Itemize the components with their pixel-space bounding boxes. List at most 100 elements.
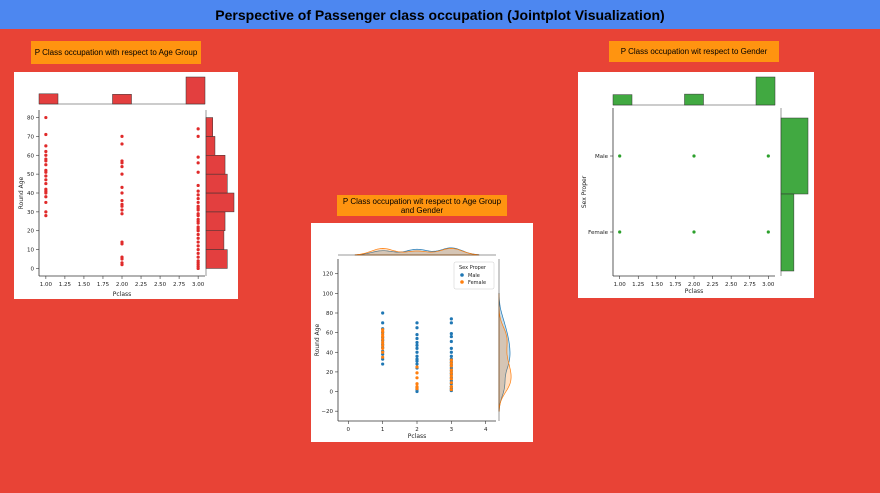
chart1-data-point — [196, 183, 200, 188]
chart1-right-histogram-bar — [205, 230, 225, 250]
chart1-data-point — [196, 247, 200, 252]
chart3-x-tick-label: 3.00 — [762, 282, 775, 288]
chart1-x-axis-title: Pclass — [113, 291, 132, 298]
chart1-top-histogram-bar — [112, 94, 132, 105]
chart1-data-point — [44, 178, 48, 182]
chart3-y-tick-label: Female — [588, 230, 609, 236]
chart1-data-point — [196, 127, 200, 131]
chart1-data-point — [44, 163, 48, 167]
chart-panel-age-gender: 0 1 2 3 4 −20 0 20 40 60 80 100 120 Pclass Round Age Se… — [311, 223, 533, 442]
caption-age-gender: P Class occupation wit respect to Age Gr… — [337, 195, 507, 216]
chart1-data-point — [44, 132, 48, 137]
chart1-data-point — [120, 185, 124, 189]
chart2-legend-title: Sex Proper — [459, 265, 487, 271]
chart2-point-male — [415, 336, 419, 341]
chart1-data-point — [44, 195, 48, 199]
chart2-x-tick-label: 0 — [347, 427, 351, 433]
chart3-y-tick-label: Male — [595, 154, 609, 160]
chart3-data-point — [692, 230, 696, 234]
chart3-x-tick-label: 1.75 — [669, 282, 682, 288]
chart1-x-tick-label: 2.00 — [116, 282, 129, 288]
chart2-point-male — [415, 333, 419, 337]
chart1-data-point — [196, 255, 200, 259]
chart2-point-male — [449, 346, 453, 350]
chart3-x-tick-label: 1.25 — [632, 282, 645, 288]
chart3-x-tick-label: 2.00 — [688, 282, 701, 288]
chart3-x-tick-label: 1.50 — [651, 282, 664, 288]
chart2-legend-box — [453, 261, 495, 290]
chart1-data-point — [196, 204, 200, 208]
chart1-data-point — [196, 189, 200, 193]
chart1-data-point — [44, 214, 48, 218]
chart1-data-point — [196, 170, 200, 174]
chart2-point-female — [415, 376, 419, 380]
chart2-point-female — [381, 340, 385, 345]
chart2-point-female — [449, 364, 453, 368]
chart1-y-axis-title: Round Age — [18, 176, 25, 209]
chart2-point-female — [449, 377, 453, 381]
chart1-data-point — [120, 159, 124, 163]
chart1-data-point — [196, 212, 200, 216]
chart1-right-histogram-bar — [205, 136, 216, 156]
chart2-point-female — [381, 328, 385, 332]
chart2-point-male — [381, 362, 385, 366]
chart1-x-tick-label: 2.75 — [173, 282, 186, 288]
chart2-point-female — [381, 355, 385, 359]
chart1-data-point — [196, 217, 200, 222]
chart1-data-point — [196, 259, 200, 263]
chart1-data-point — [120, 198, 124, 203]
chart1-data-point — [120, 142, 124, 146]
chart2-y-tick-label: 80 — [326, 311, 333, 317]
chart1-data-point — [44, 181, 48, 186]
chart1-data-point — [120, 172, 124, 176]
chart1-data-point — [196, 232, 200, 237]
chart2-x-tick-label: 4 — [484, 427, 488, 433]
chart1-y-tick-label: 70 — [27, 134, 34, 140]
chart1-data-point — [44, 115, 48, 120]
chart2-x-axis-title: Pclass — [408, 433, 427, 440]
chart1-x-tick-label: 2.50 — [154, 282, 167, 288]
chart2-point-male — [449, 332, 453, 336]
chart1-data-point — [44, 187, 48, 191]
chart2-point-female — [449, 385, 453, 389]
chart1-data-point — [120, 208, 124, 212]
chart2-x-tick-label: 3 — [450, 427, 454, 433]
chart2-point-male — [415, 346, 419, 350]
chart2-point-female — [415, 385, 419, 389]
chart3-right-histogram-bar — [780, 117, 809, 195]
jointplot-age-gender-chart: 0 1 2 3 4 −20 0 20 40 60 80 100 120 Pclass Round Age Se… — [314, 247, 512, 440]
chart1-top-histogram-bar — [38, 93, 59, 105]
caption-age-gender-text: P Class occupation wit respect to Age Gr… — [342, 196, 502, 215]
page-title: Perspective of Passenger class occupatio… — [215, 6, 665, 23]
chart3-x-tick-label: 1.00 — [614, 282, 627, 288]
chart1-data-point — [196, 155, 200, 159]
chart1-y-tick-label: 60 — [27, 153, 34, 159]
chart1-right-histogram-bar — [205, 173, 228, 194]
chart2-top-kde-male — [354, 247, 480, 256]
chart3-x-tick-label: 2.50 — [725, 282, 738, 288]
chart2-point-male — [415, 354, 419, 358]
chart3-data-point — [618, 230, 622, 234]
chart1-y-tick-label: 80 — [27, 116, 34, 122]
chart3-top-histogram-bar — [684, 93, 704, 106]
chart2-point-male — [449, 317, 453, 321]
chart2-point-female — [381, 346, 385, 350]
chart2-point-male — [415, 350, 419, 354]
chart2-y-tick-label: 60 — [326, 331, 333, 337]
chart1-right-histogram-bar — [205, 192, 235, 213]
chart2-point-female — [449, 361, 453, 365]
chart2-point-male — [415, 357, 419, 361]
chart3-top-histogram-bar — [755, 76, 776, 106]
jointplot-gender-chart: 1.00 1.25 1.50 1.75 2.00 2.25 2.50 2.75 3.00 Male… — [581, 76, 809, 295]
chart1-data-point — [44, 210, 48, 214]
chart2-point-female — [449, 387, 453, 392]
chart2-point-female — [415, 365, 419, 369]
chart1-data-point — [120, 240, 124, 244]
chart2-point-female — [381, 333, 385, 337]
chart1-x-tick-label: 2.25 — [135, 282, 148, 288]
chart2-point-female — [381, 343, 385, 347]
chart2-point-female — [415, 382, 419, 386]
chart1-y-tick-label: 0 — [31, 266, 35, 272]
chart2-point-female — [449, 371, 453, 375]
chart1-data-point — [44, 168, 48, 172]
